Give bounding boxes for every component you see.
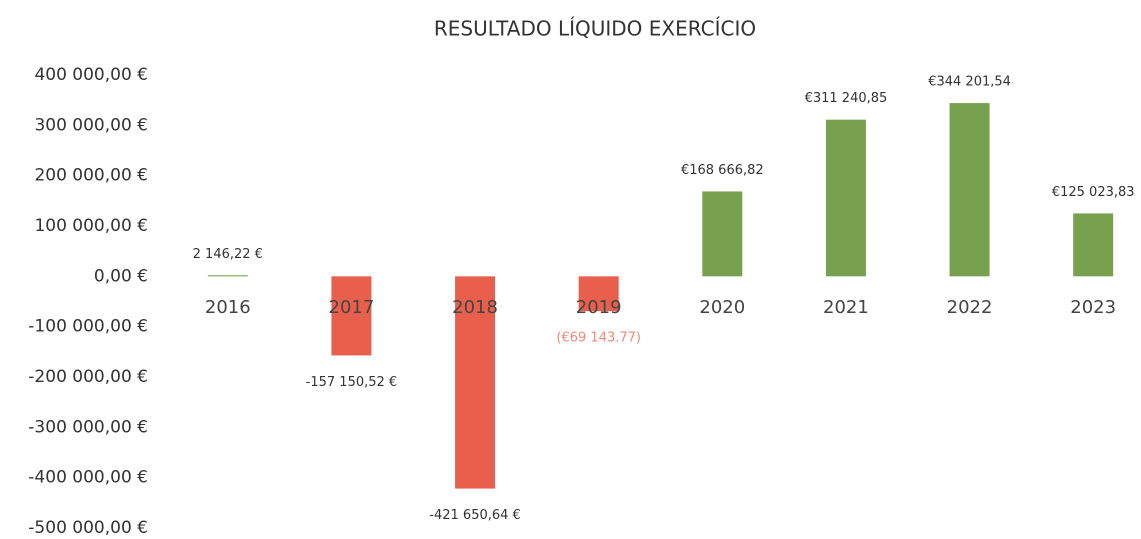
y-tick-label: 400 000,00 €	[34, 65, 148, 85]
x-tick-label: 2021	[823, 297, 869, 318]
bar	[331, 276, 372, 356]
value-label: 2 146,22 €	[193, 247, 263, 262]
y-tick-label: 0,00 €	[94, 266, 148, 286]
y-tick-label: 200 000,00 €	[34, 166, 148, 186]
value-label: €125 023,83	[1052, 185, 1135, 200]
y-tick-label: -500 000,00 €	[28, 518, 148, 538]
chart-title: RESULTADO LÍQUIDO EXERCÍCIO	[434, 17, 756, 41]
y-tick-label: -200 000,00 €	[28, 367, 148, 387]
value-label: €344 201,54	[928, 75, 1011, 90]
value-label: -421 650,64 €	[429, 508, 521, 523]
value-label: -157 150,52 €	[306, 375, 398, 390]
value-label: (€69 143.77)	[556, 331, 641, 346]
x-tick-label: 2017	[329, 297, 375, 318]
bar	[578, 276, 619, 312]
bar	[702, 191, 743, 277]
x-tick-label: 2022	[947, 297, 993, 318]
y-tick-label: 300 000,00 €	[34, 115, 148, 135]
bar	[1073, 213, 1114, 277]
x-tick-label: 2018	[452, 297, 498, 318]
x-tick-label: 2020	[699, 297, 745, 318]
y-tick-label: 100 000,00 €	[34, 216, 148, 236]
y-tick-label: -100 000,00 €	[28, 317, 148, 337]
x-tick-label: 2016	[205, 297, 251, 318]
value-label: €311 240,85	[805, 91, 888, 106]
y-tick-label: -300 000,00 €	[28, 417, 148, 437]
y-tick-label: -400 000,00 €	[28, 468, 148, 488]
bar	[207, 275, 248, 277]
bar	[455, 276, 496, 489]
x-tick-label: 2019	[576, 297, 622, 318]
bar	[949, 103, 990, 277]
value-label: €168 666,82	[681, 163, 764, 178]
bar	[825, 119, 866, 277]
x-tick-label: 2023	[1070, 297, 1116, 318]
